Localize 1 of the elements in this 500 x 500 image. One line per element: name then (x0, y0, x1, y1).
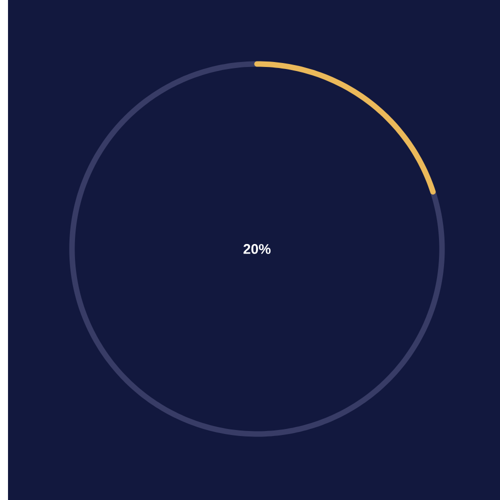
text: 20% (244, 244, 271, 254)
